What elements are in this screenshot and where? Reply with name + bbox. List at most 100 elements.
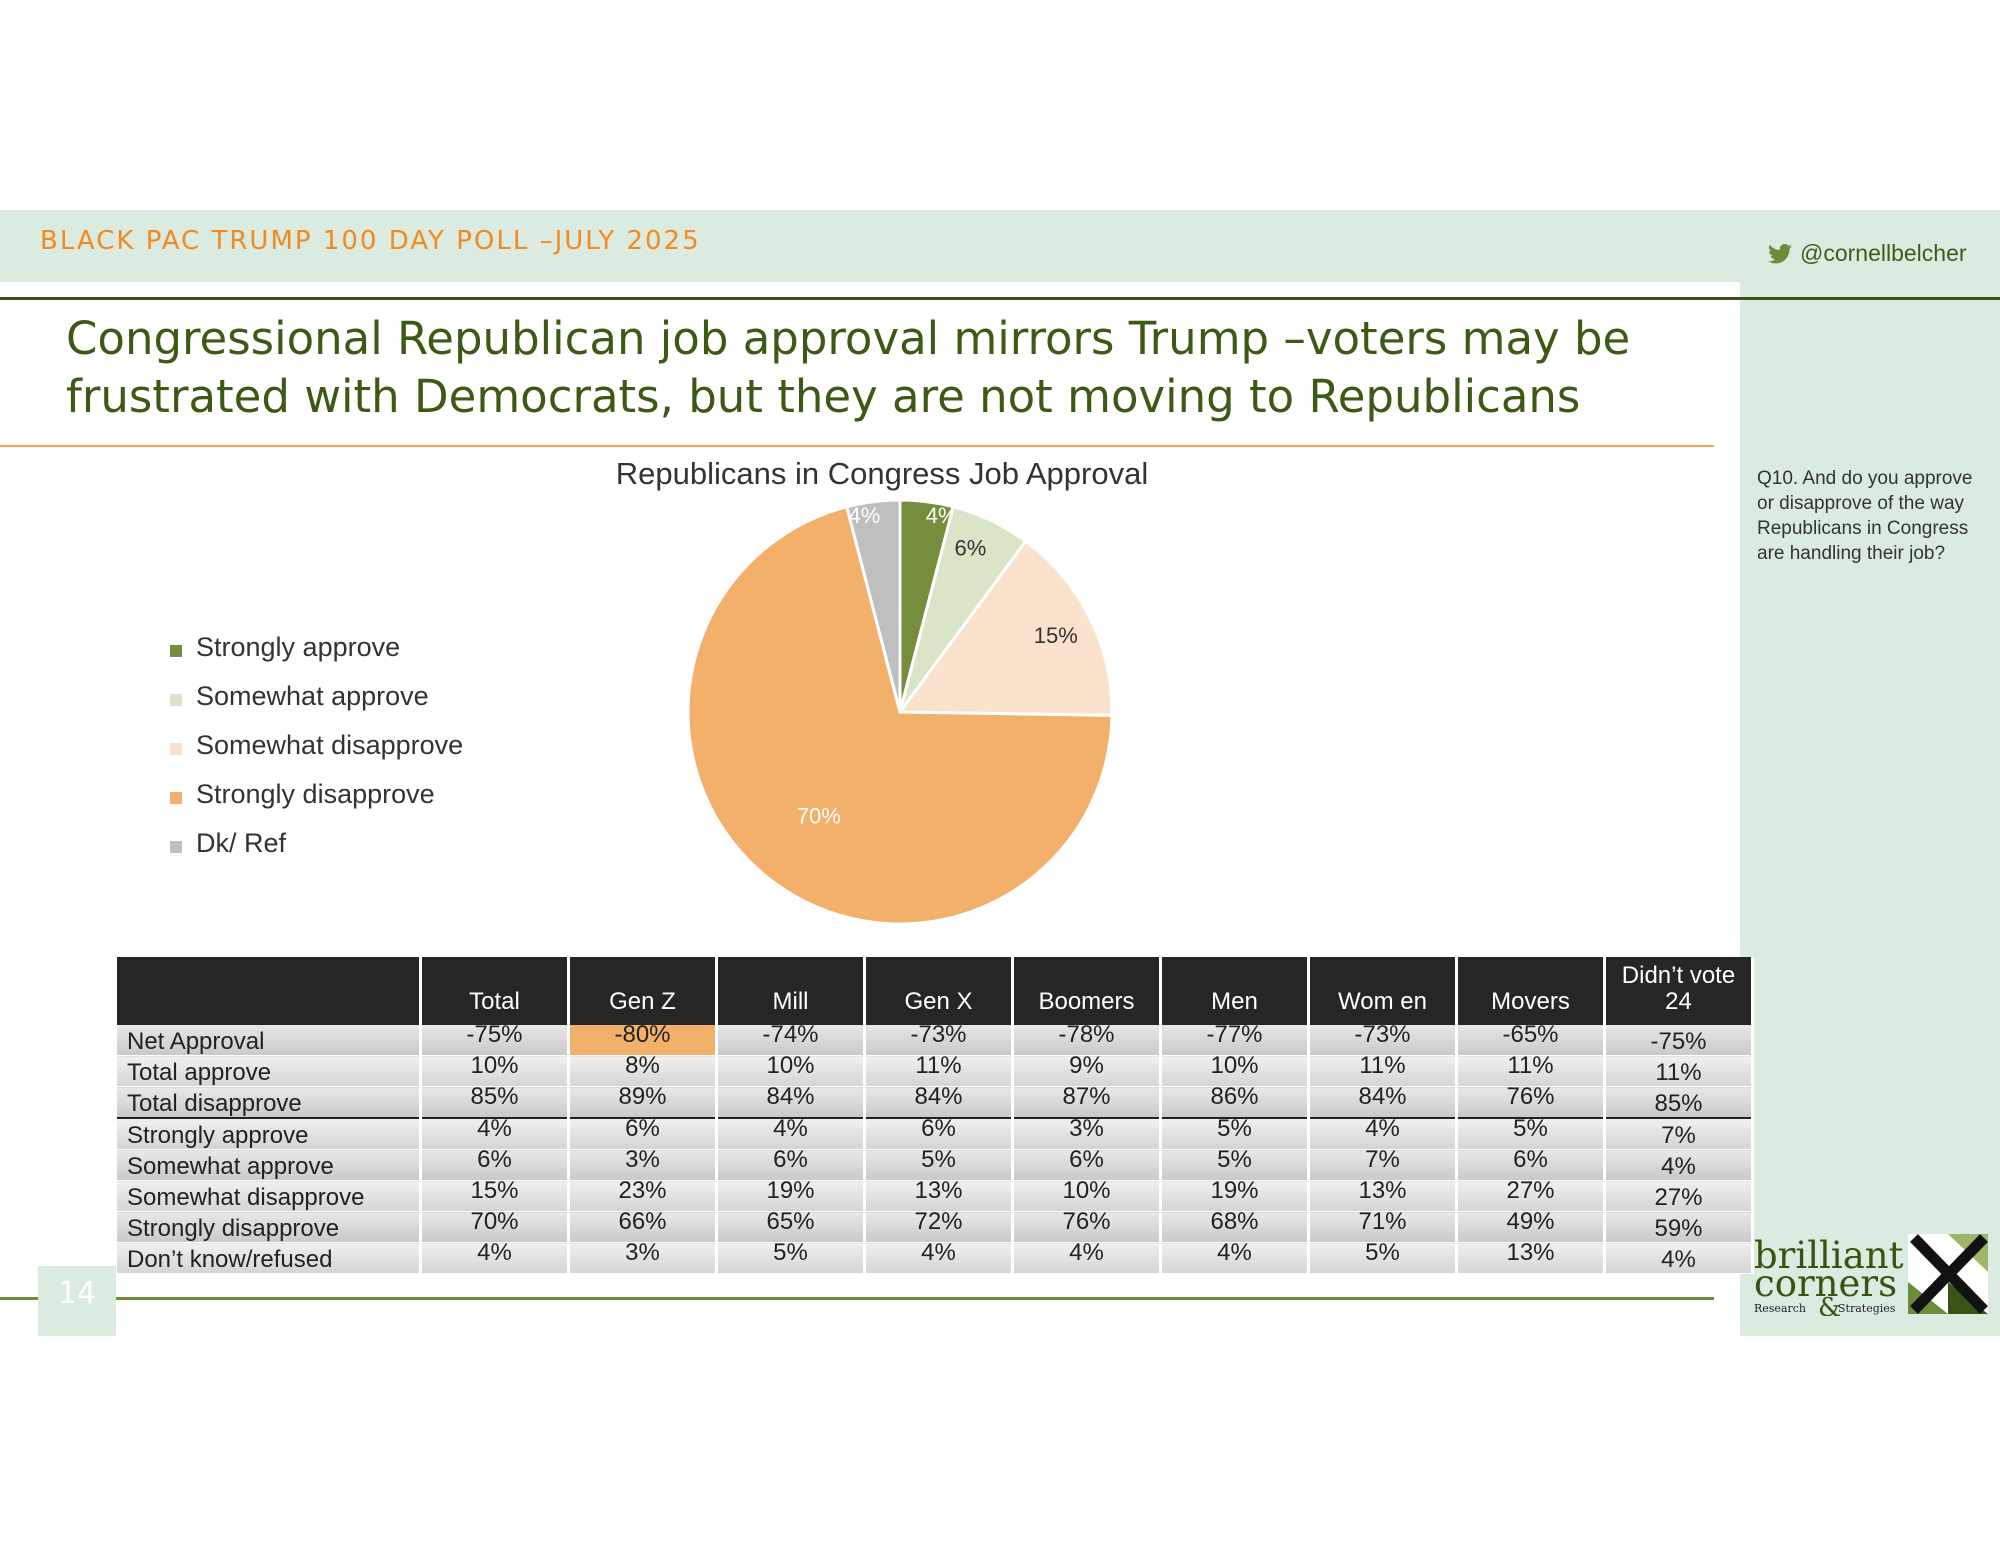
logo-x-mark-icon <box>1908 1234 1988 1314</box>
headline-rule <box>0 445 1714 447</box>
page-number: 14 <box>57 1276 97 1311</box>
row-label: Somewhat disapprove <box>117 1180 422 1212</box>
table-cell: 3% <box>1012 1117 1162 1150</box>
table-cell: 6% <box>864 1117 1014 1150</box>
table-cell: 87% <box>1012 1085 1162 1119</box>
table-row: Somewhat approve 6% 3% 6% 5% 6% 5% 7% 6% 4% <box>117 1148 1754 1181</box>
table-cell: 4% <box>420 1241 570 1274</box>
table-cell: 5% <box>1160 1117 1310 1150</box>
table-cell: 4% <box>1604 1149 1754 1181</box>
table-cell: 23% <box>568 1179 718 1212</box>
row-label: Strongly approve <box>117 1117 422 1150</box>
row-label: Total approve <box>117 1055 422 1087</box>
table-cell: 85% <box>420 1085 570 1119</box>
table-row: Somewhat disapprove 15% 23% 19% 13% 10% 19% 13%… <box>117 1179 1754 1212</box>
pie-slice <box>897 539 1114 717</box>
table-cell: 13% <box>864 1179 1014 1212</box>
table-cell: 86% <box>1160 1085 1310 1119</box>
table-column-header: Men <box>1160 957 1310 1025</box>
logo-ampersand: & <box>1818 1293 1841 1316</box>
legend-swatch <box>170 644 182 657</box>
row-label: Strongly disapprove <box>117 1211 422 1243</box>
table-cell: 71% <box>1308 1210 1458 1243</box>
table-cell: 3% <box>568 1241 718 1274</box>
twitter-handle-text: @cornellbelcher <box>1800 240 1967 266</box>
table-cell: 5% <box>1308 1241 1458 1274</box>
table-cell: -78% <box>1012 1023 1162 1056</box>
page-number-box <box>38 1266 116 1336</box>
table-cell: 5% <box>716 1241 866 1274</box>
legend-label: Somewhat approve <box>196 681 429 711</box>
table-cell: 19% <box>1160 1179 1310 1212</box>
row-label: Total disapprove <box>117 1086 422 1119</box>
legend-label: Somewhat disapprove <box>196 730 464 760</box>
legend-swatch <box>170 693 182 706</box>
table-cell: 59% <box>1604 1211 1754 1243</box>
question-text: Q10. And do you approve or disapprove of… <box>1757 468 1973 564</box>
table-row: Strongly approve 4% 6% 4% 6% 3% 5% 4% 5% 7% <box>117 1117 1754 1150</box>
table-cell: 66% <box>568 1210 718 1243</box>
table-column-header: Gen Z <box>568 957 718 1025</box>
table-row: Don’t know/refused 4% 3% 5% 4% 4% 4% 5% 13% 4% <box>117 1241 1754 1274</box>
table-cell: 84% <box>716 1085 866 1119</box>
right-sidebar <box>1740 282 2000 1336</box>
table-cell: 10% <box>716 1054 866 1087</box>
pie-slice <box>686 504 1114 926</box>
pie-data-label: 15% <box>1034 623 1078 648</box>
table-cell: 84% <box>1308 1085 1458 1119</box>
table-cell: 6% <box>1012 1148 1162 1181</box>
table-cell: 4% <box>1604 1242 1754 1274</box>
twitter-bird-icon <box>1768 243 1792 263</box>
table-cell: 6% <box>568 1117 718 1150</box>
pie-data-label: 4% <box>848 503 880 528</box>
table-column-header: Gen X <box>864 957 1014 1025</box>
legend-swatch <box>170 742 182 755</box>
table-cell: 49% <box>1456 1210 1606 1243</box>
brilliant-corners-logo: brilliant corners Research & Strategies <box>1754 1234 1988 1316</box>
table-cell: 3% <box>568 1148 718 1181</box>
table-column-header: Boomers <box>1012 957 1162 1025</box>
table-cell: -73% <box>1308 1023 1458 1056</box>
table-cell: 4% <box>1160 1241 1310 1274</box>
table-cell: -74% <box>716 1023 866 1056</box>
table-cell: 15% <box>420 1179 570 1212</box>
table-cell: 4% <box>420 1117 570 1150</box>
table-cell: 76% <box>1012 1210 1162 1243</box>
slide-headline: Congressional Republican job approval mi… <box>66 312 1631 423</box>
legend-label: Strongly disapprove <box>196 779 435 809</box>
table-cell: 13% <box>1456 1241 1606 1274</box>
chart-legend: Strongly approve Somewhat approve Somewhat… <box>170 623 463 868</box>
header-rule <box>0 297 2000 300</box>
header-band <box>0 210 2000 282</box>
table-cell: 4% <box>1308 1117 1458 1150</box>
pie-data-label: 70% <box>797 803 841 828</box>
table-cell: 85% <box>1604 1086 1754 1119</box>
table-cell: 9% <box>1012 1054 1162 1087</box>
table-column-header: Total <box>420 957 570 1025</box>
table-cell: 84% <box>864 1085 1014 1119</box>
logo-line1: brilliant <box>1754 1234 1904 1277</box>
table-cell: -65% <box>1456 1023 1606 1056</box>
table-cell: 10% <box>420 1054 570 1087</box>
table-cell: -75% <box>420 1023 570 1056</box>
twitter-handle[interactable]: @cornellbelcher <box>1768 240 1967 267</box>
table-column-header: Mill <box>716 957 866 1025</box>
table-row: Total disapprove 85% 89% 84% 84% 87% 86% 84% 76%… <box>117 1085 1754 1119</box>
table-cell: -75% <box>1604 1025 1754 1056</box>
table-cell: 11% <box>1308 1054 1458 1087</box>
legend-label: Strongly approve <box>196 632 401 662</box>
table-cell: 70% <box>420 1210 570 1243</box>
table-column-header: Didn’t vote 24 <box>1604 957 1754 1025</box>
table-row: Total approve 10% 8% 10% 11% 9% 10% 11% 11% 11% <box>117 1054 1754 1087</box>
table-cell: 5% <box>864 1148 1014 1181</box>
table-cell: -73% <box>864 1023 1014 1056</box>
table-cell: 13% <box>1308 1179 1458 1212</box>
legend-swatch <box>170 791 182 804</box>
table-cell: 11% <box>1456 1054 1606 1087</box>
poll-title: BLACK PAC TRUMP 100 DAY POLL –JULY 2025 <box>40 226 701 256</box>
logo-line3b: Strategies <box>1838 1302 1896 1315</box>
logo-line3a: Research <box>1754 1302 1806 1315</box>
logo-line2: corners <box>1754 1262 1897 1305</box>
table-cell: 68% <box>1160 1210 1310 1243</box>
table-cell: -77% <box>1160 1023 1310 1056</box>
